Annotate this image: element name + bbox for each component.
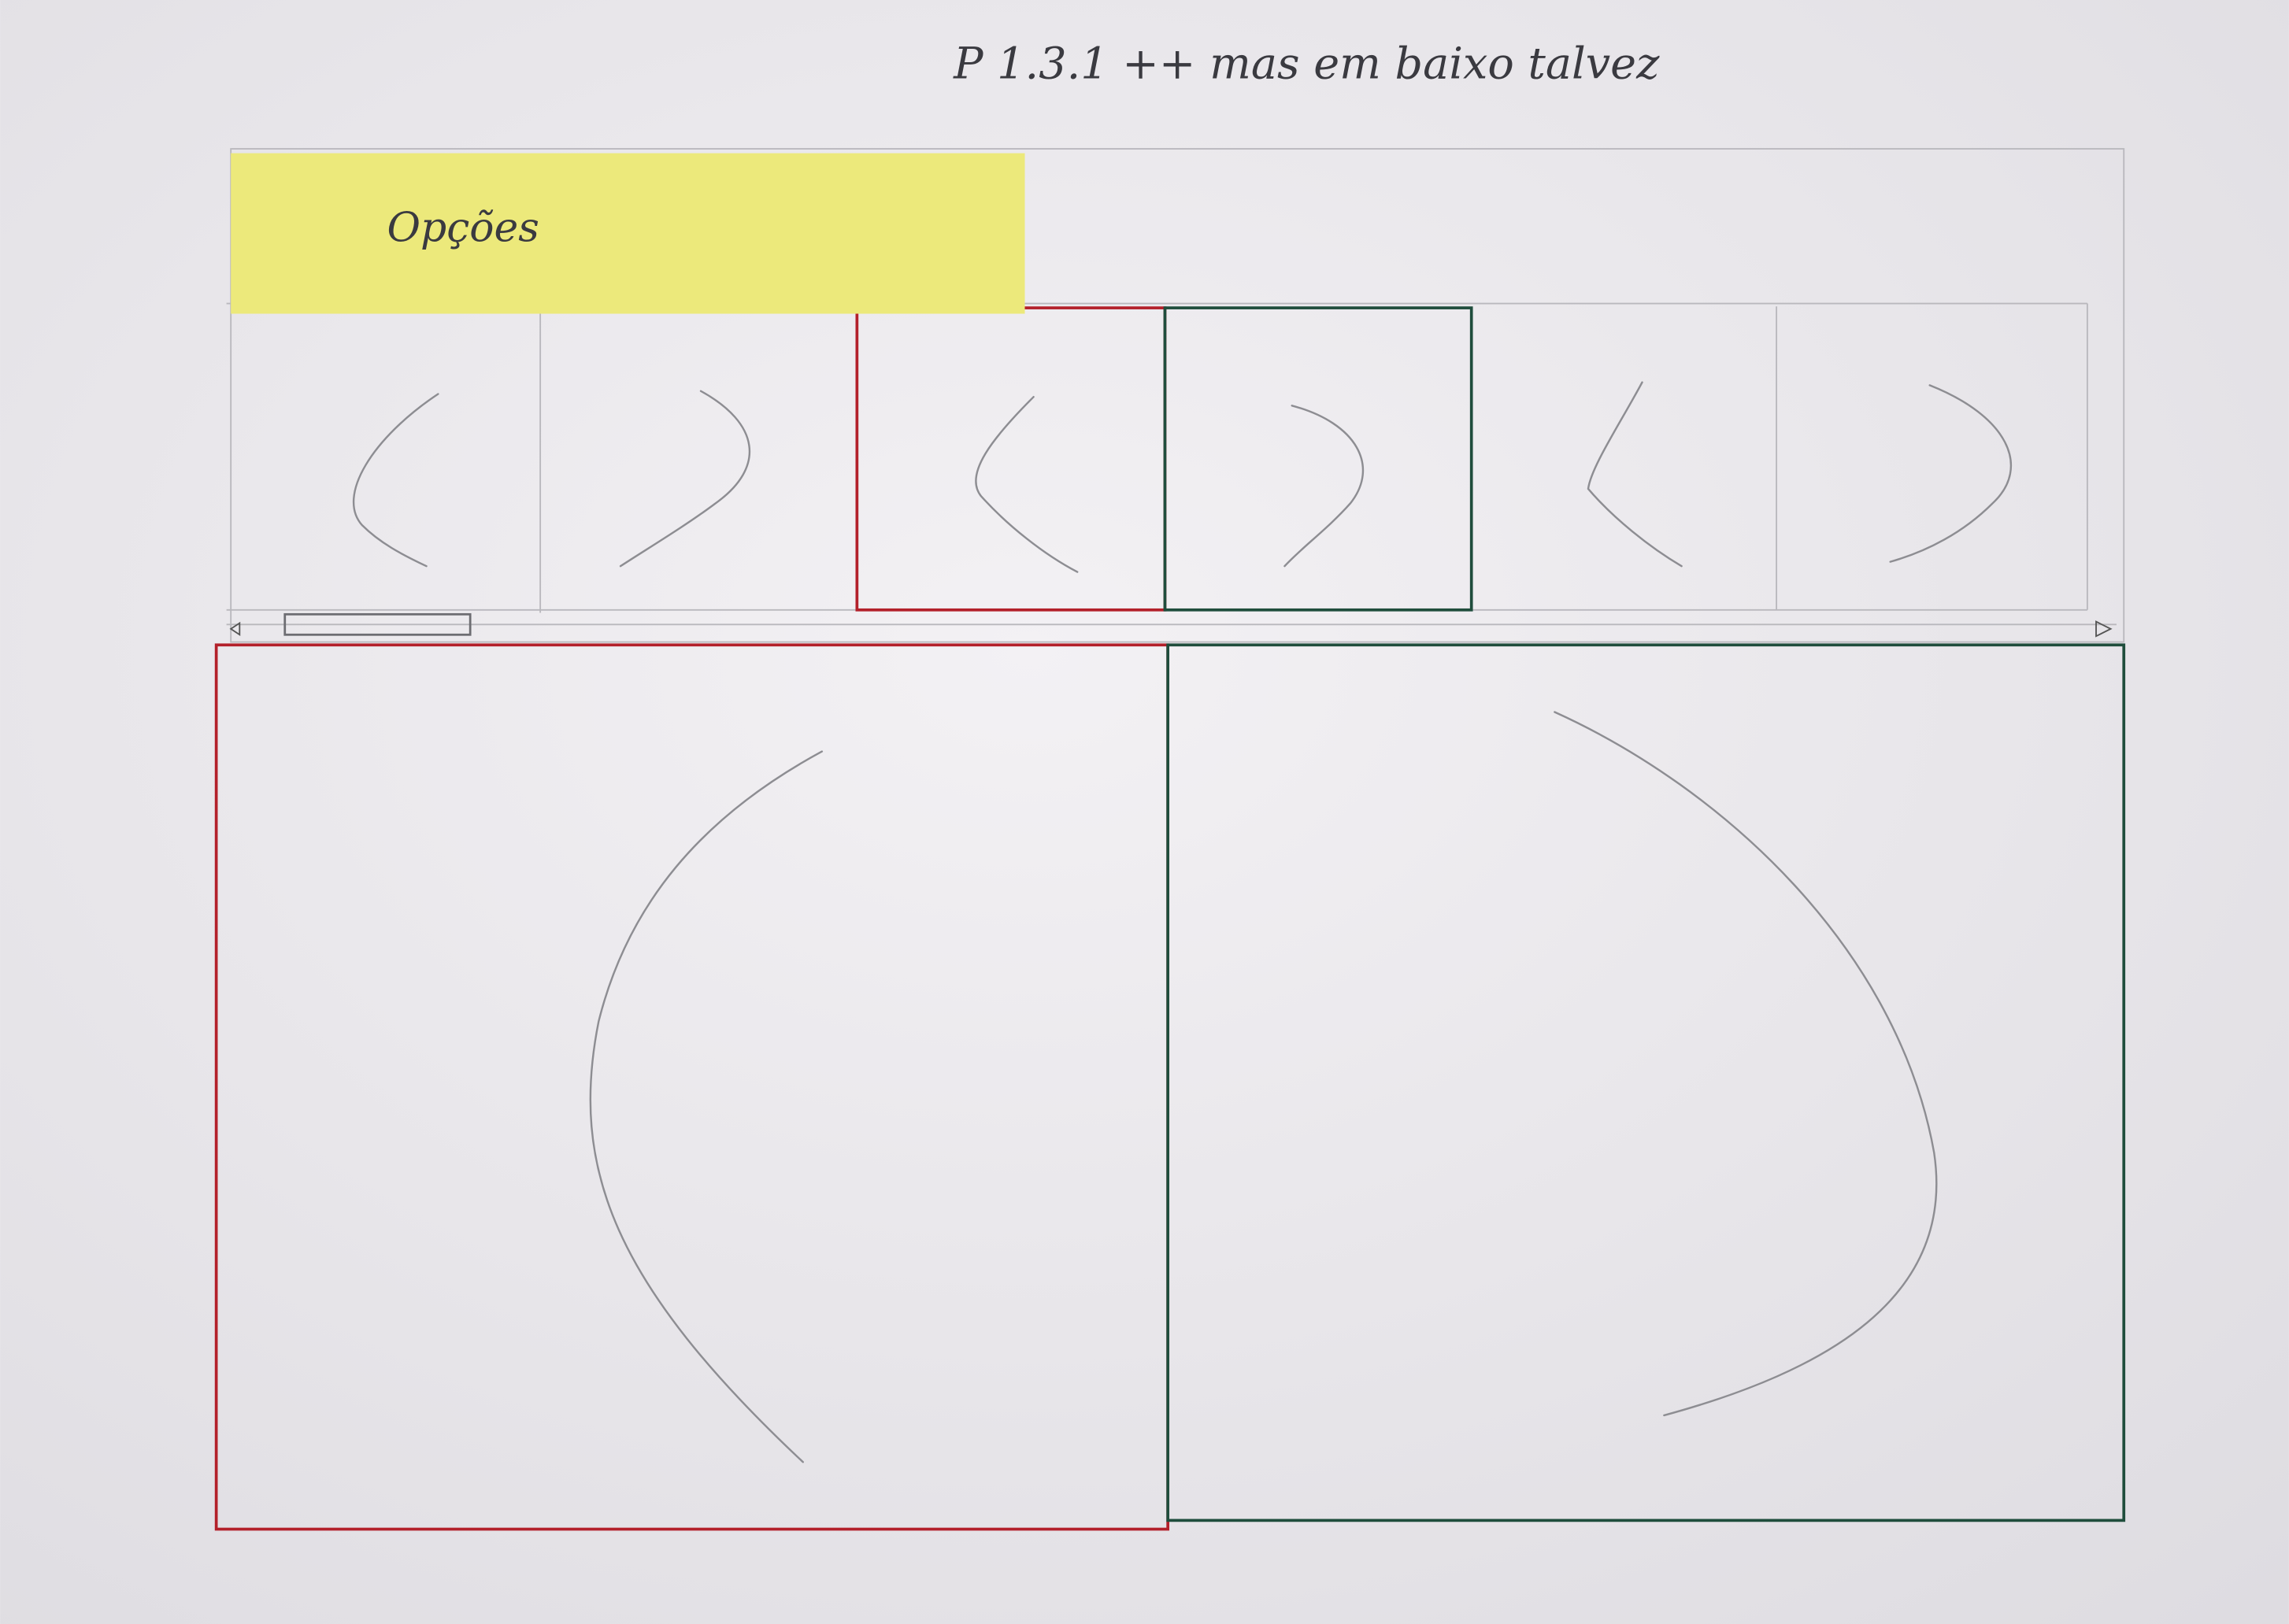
left-curve <box>589 750 824 1463</box>
right-preview <box>1166 643 2126 1522</box>
scrollbar[interactable] <box>226 612 2117 638</box>
thumb-curve <box>1587 381 1683 568</box>
thumb-curve <box>1283 405 1365 568</box>
sketch-title: P 1.3.1 ++ mas em baixo talvez <box>953 39 1660 90</box>
window-frame <box>230 148 2125 643</box>
thumb-curve <box>1889 384 2013 563</box>
thumb-curve <box>975 395 1079 573</box>
selected-right-thumb[interactable] <box>1163 306 1473 612</box>
scroll-left-arrow[interactable] <box>229 621 241 637</box>
thumb-curve <box>353 393 439 568</box>
thumb-curve <box>619 390 751 568</box>
sticky-note <box>231 153 1025 314</box>
sticky-note-label: Opções <box>387 204 539 251</box>
right-curve <box>1554 711 1938 1417</box>
scroll-thumb[interactable] <box>283 612 472 636</box>
scroll-right-arrow[interactable] <box>2095 620 2113 638</box>
